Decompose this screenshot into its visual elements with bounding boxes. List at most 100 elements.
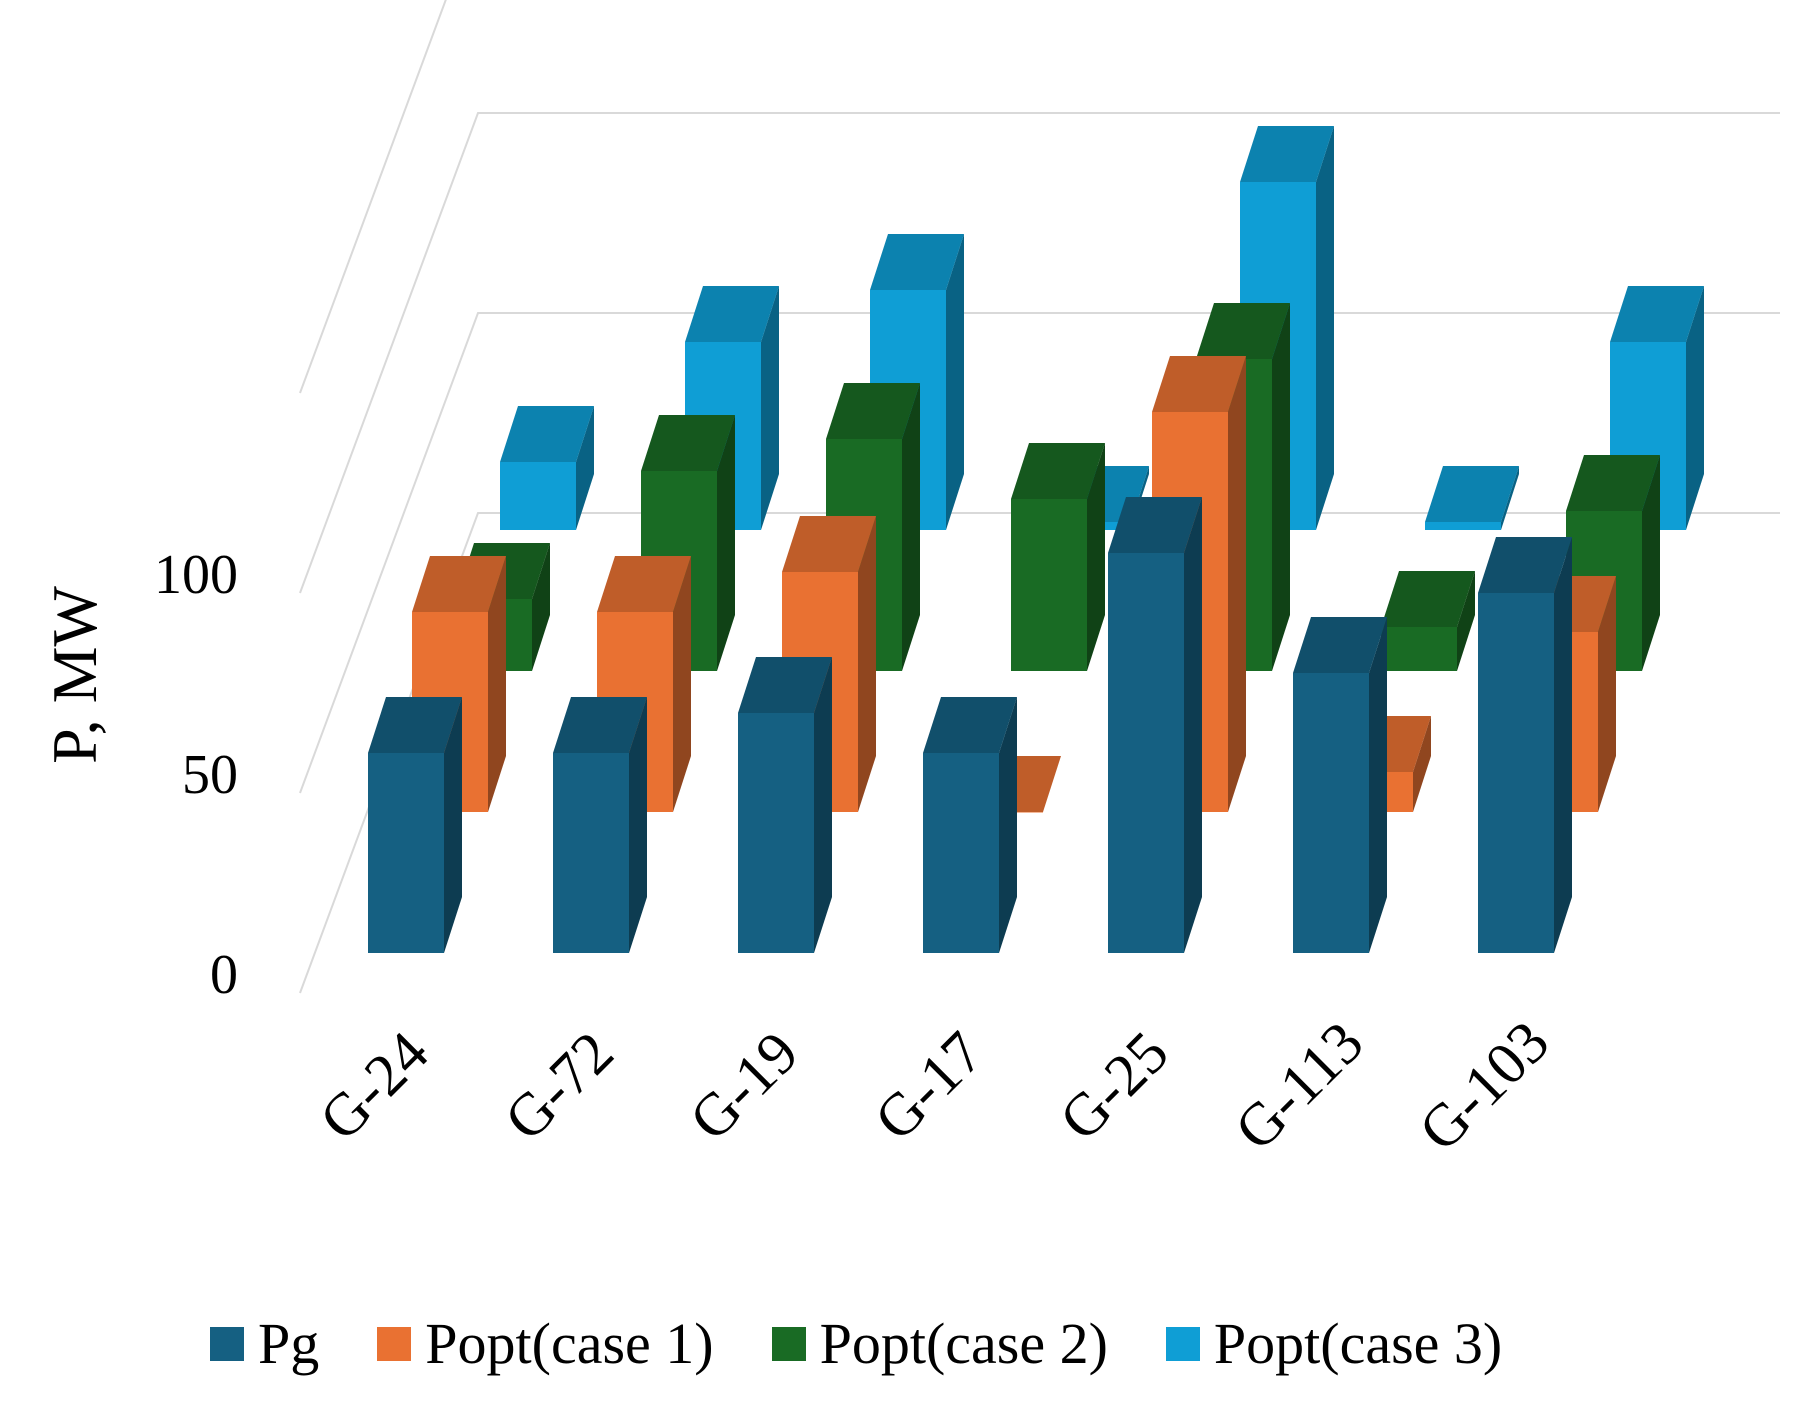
bar-top [782, 516, 876, 572]
bar-front [553, 753, 629, 953]
bar-front [1478, 593, 1554, 953]
y-tick-label: 50 [182, 744, 238, 806]
legend-item: Popt(case 3) [1165, 1310, 1503, 1377]
bar-side [1413, 716, 1431, 812]
y-axis-title-text: P, MW [39, 586, 110, 764]
bar-side [1228, 356, 1246, 812]
bar-side [576, 406, 594, 530]
bar-top [368, 697, 462, 753]
bar-popt-case-2--g-17 [1011, 443, 1105, 671]
bar-side [444, 697, 462, 953]
bar-front [923, 753, 999, 953]
bar-side [673, 556, 691, 812]
gridline [299, 312, 1780, 794]
x-tick-label: G-103 [1406, 1008, 1561, 1163]
bar-front [1425, 522, 1501, 530]
x-tick-label: G-24 [307, 1019, 441, 1153]
bar-pg-g-24 [368, 697, 462, 953]
bar-side [946, 234, 964, 530]
y-tick-label: 0 [210, 944, 238, 1006]
bar-side [814, 657, 832, 953]
y-axis-title: P, MW [5, 560, 145, 790]
bar-top [641, 415, 735, 471]
legend-swatch [377, 1326, 412, 1361]
bar-side [858, 516, 876, 812]
bar-side [1087, 443, 1105, 671]
bar-top [870, 234, 964, 290]
bar-top [1152, 356, 1246, 412]
x-axis-labels: G-24 G-72 G-19 G-17 G-25 G-113 G-103 [307, 1008, 1561, 1163]
gridline [299, 512, 1780, 994]
bar-top [1610, 286, 1704, 342]
legend: Pg Popt(case 1) Popt(case 2) Popt(case 3) [210, 1310, 1560, 1377]
bar-side [1316, 126, 1334, 530]
bar-top [923, 697, 1017, 753]
bar-side [1272, 303, 1290, 671]
bar-popt-case-3--g-113 [1425, 466, 1519, 530]
bar-side [1501, 466, 1519, 530]
bar-side [1598, 576, 1616, 812]
legend-item: Popt(case 1) [377, 1310, 714, 1377]
bar-popt-case-2--g-113 [1381, 571, 1475, 671]
bar-pg-g-103 [1478, 537, 1572, 953]
bar-top [1381, 571, 1475, 627]
bar-pg-g-25 [1108, 497, 1202, 953]
bar-front [1381, 627, 1457, 671]
bar-pg-g-19 [738, 657, 832, 953]
bar-top [412, 556, 506, 612]
bars [368, 126, 1704, 953]
bar-side [902, 383, 920, 671]
bar-top [1108, 497, 1202, 553]
legend-label: Pg [258, 1311, 320, 1376]
bar-pg-g-17 [923, 697, 1017, 953]
gridlines [299, 0, 1780, 994]
legend-label: Popt(case 2) [819, 1311, 1108, 1376]
bar-top [1478, 537, 1572, 593]
bar-front [500, 462, 576, 530]
bar-top [553, 697, 647, 753]
bar-front [1293, 673, 1369, 953]
legend-label: Popt(case 3) [1213, 1311, 1503, 1376]
bar-top [685, 286, 779, 342]
legend-swatch [771, 1326, 806, 1361]
x-tick-label: G-113 [1222, 1009, 1376, 1163]
series-0 [368, 497, 1572, 953]
bar-top [1293, 617, 1387, 673]
bar-side [1457, 571, 1475, 671]
x-tick-label: G-19 [677, 1019, 811, 1153]
legend-swatch [1165, 1326, 1200, 1361]
y-axis-ticks: 0 50 100 [154, 544, 238, 1006]
bar-side [1642, 455, 1660, 671]
y-tick-label: 100 [154, 544, 238, 606]
bar-top [1011, 443, 1105, 499]
bar-side [488, 556, 506, 812]
legend-swatch [210, 1326, 244, 1361]
bar-side [1184, 497, 1202, 953]
bar-side [1686, 286, 1704, 530]
legend-item: Pg [210, 1310, 319, 1377]
x-tick-label: G-17 [862, 1019, 996, 1153]
bar-side [532, 543, 550, 671]
bar-top [500, 406, 594, 462]
bar-top [1566, 455, 1660, 511]
bar-pg-g-113 [1293, 617, 1387, 953]
gridline [299, 0, 447, 394]
bar-top [1425, 466, 1519, 522]
bar-front [1108, 553, 1184, 953]
bar-side [1369, 617, 1387, 953]
bar-side [761, 286, 779, 530]
bar-front [368, 753, 444, 953]
bar-top [826, 383, 920, 439]
bar-pg-g-72 [553, 697, 647, 953]
bar-front [1011, 499, 1087, 671]
x-tick-label: G-72 [492, 1019, 626, 1153]
bar-front [738, 713, 814, 953]
bar-top [1196, 303, 1290, 359]
legend-label: Popt(case 1) [425, 1311, 714, 1376]
bar-popt-case-3--g-24 [500, 406, 594, 530]
legend-item: Popt(case 2) [771, 1310, 1108, 1377]
bar-side [1554, 537, 1572, 953]
bar-top [1240, 126, 1334, 182]
